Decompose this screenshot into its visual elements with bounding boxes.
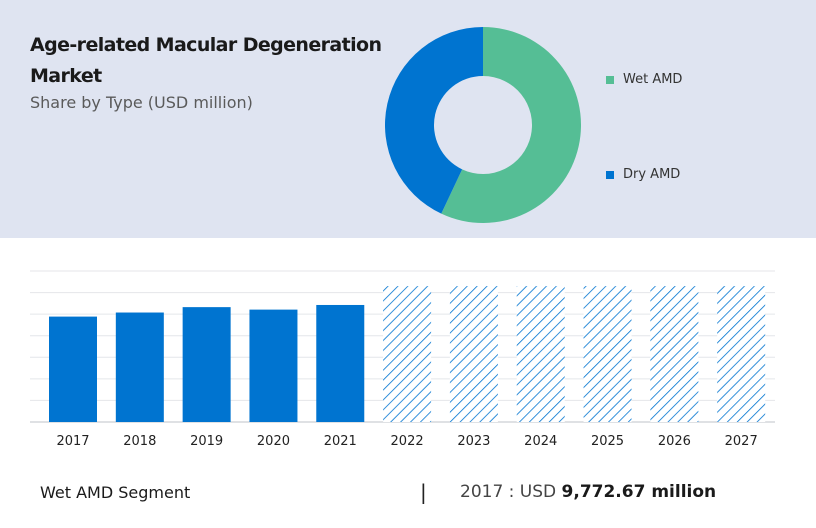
bar-chart: 2017 2018 2019 2020 2021 2022 2023 2024 2025 2026…	[30, 270, 775, 449]
donut-slice-dry-amd	[385, 27, 483, 214]
x-tick-label-2021: 2021	[324, 434, 357, 449]
forecast-bar-2025	[583, 286, 632, 422]
x-tick-label-2022: 2022	[391, 434, 424, 449]
forecast-bar-2027	[717, 286, 766, 422]
x-tick-label-2017: 2017	[56, 434, 89, 449]
bar-2017	[49, 316, 97, 422]
bar-2019	[182, 307, 231, 422]
x-tick-label-2025: 2025	[591, 434, 624, 449]
legend-swatch-wet	[606, 75, 614, 84]
x-tick-label-2019: 2019	[190, 434, 223, 449]
segment-value: 2017 : USD 9,772.67 million	[460, 482, 716, 502]
chart-title: Age-related Macular Degeneration Market	[30, 34, 382, 87]
legend-item-wet-amd[interactable]: Wet AMD	[606, 72, 682, 87]
segment-label: Wet AMD Segment	[40, 483, 191, 502]
legend-label-wet: Wet AMD	[623, 72, 683, 87]
forecast-bar-2026	[650, 286, 699, 422]
forecast-bar-2023	[449, 286, 498, 422]
x-tick-label-2018: 2018	[123, 434, 156, 449]
footer-separator: |	[420, 480, 427, 504]
chart-subtitle: Share by Type (USD million)	[30, 93, 253, 112]
legend-label-dry: Dry AMD	[623, 167, 681, 182]
bar-2021	[316, 304, 365, 422]
x-tick-label-2026: 2026	[658, 434, 691, 449]
bar-2018	[115, 312, 164, 422]
donut-slice-wet-amd	[441, 27, 581, 223]
legend-item-dry-amd[interactable]: Dry AMD	[606, 167, 680, 182]
x-tick-label-2023: 2023	[457, 434, 490, 449]
bar-2020	[249, 309, 298, 422]
x-tick-label-2027: 2027	[725, 434, 758, 449]
forecast-bar-2022	[383, 286, 432, 422]
forecast-bar-2024	[516, 286, 565, 422]
donut-chart	[385, 27, 581, 223]
segment-value-amount: 9,772.67 million	[561, 482, 717, 502]
x-tick-label-2024: 2024	[524, 434, 557, 449]
segment-year-prefix: 2017 : USD	[460, 482, 557, 502]
x-tick-label-2020: 2020	[257, 434, 290, 449]
legend-swatch-dry	[606, 170, 614, 179]
